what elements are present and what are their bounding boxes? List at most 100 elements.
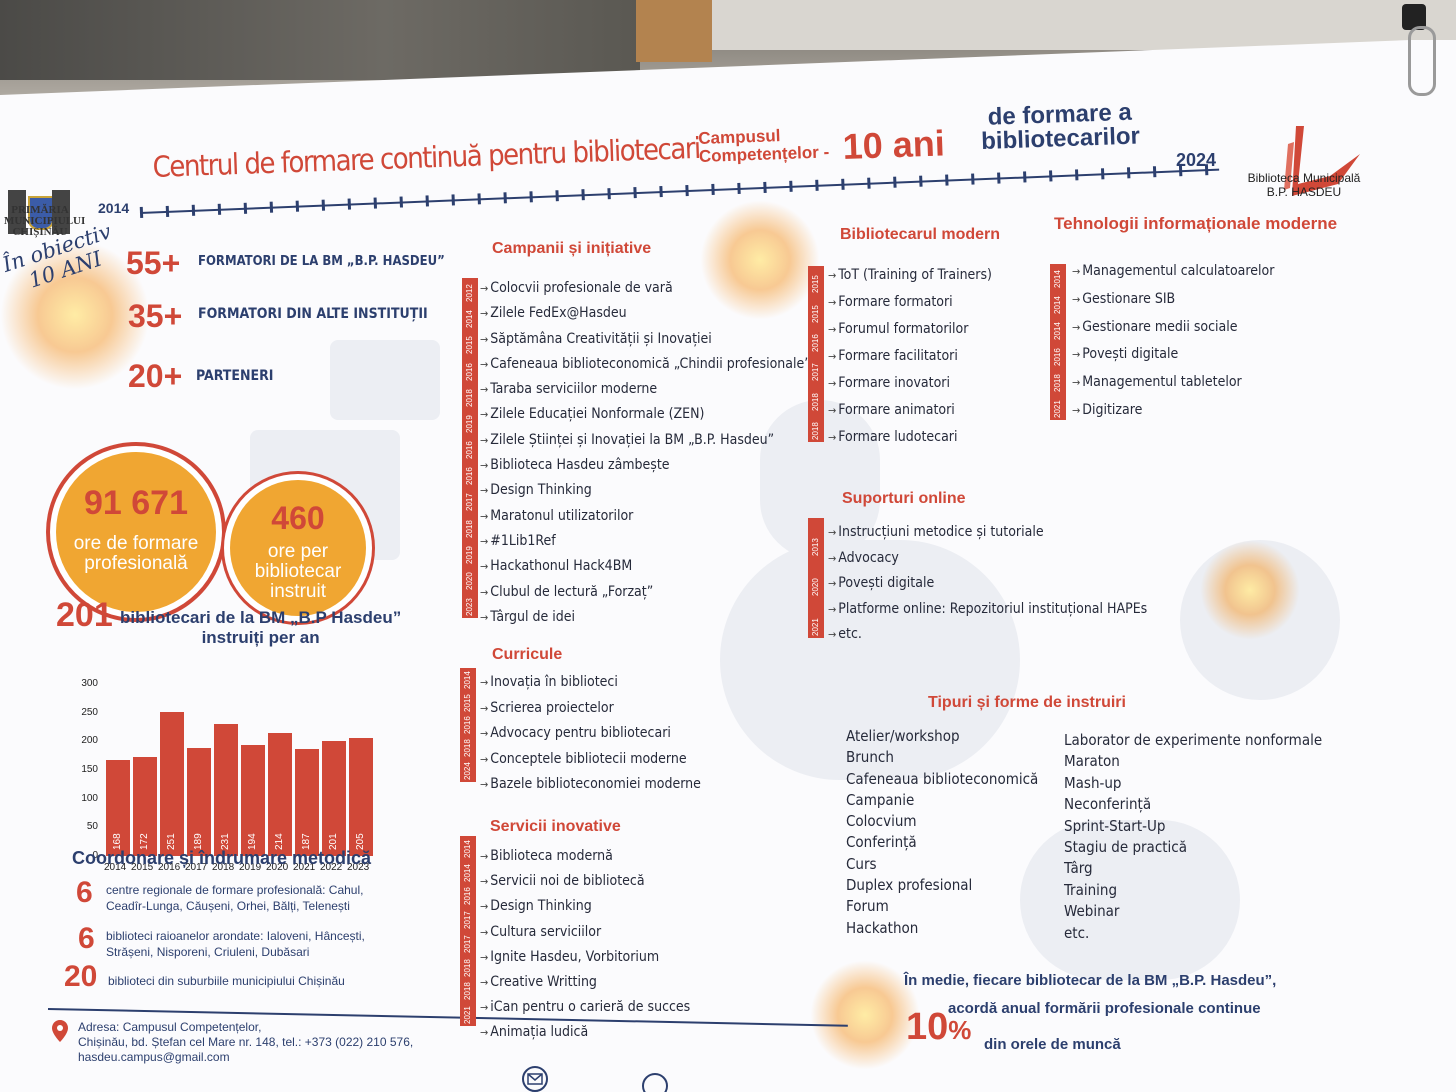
timeline-tick: [347, 198, 352, 210]
timeline-tick: [685, 184, 689, 197]
timeline-tick: [503, 192, 507, 204]
timeline-tick: [451, 194, 455, 206]
bar: [133, 757, 157, 856]
campanii-item: #1Lib1Ref: [480, 529, 811, 554]
hours-circle: 91 671 ore de formare profesională: [56, 452, 216, 612]
ten-years-label: 10 ani: [842, 122, 946, 167]
x-tick-label: 2018: [212, 862, 235, 873]
suporturi-item: Platforme online: Repozitoriul instituți…: [828, 597, 1147, 623]
x-tick-label: 2021: [293, 862, 316, 873]
servicii-item: Ignite Hasdeu, Vorbitorium: [480, 945, 690, 970]
x-tick-label: 2019: [239, 862, 262, 873]
y-tick-label: 100: [81, 792, 98, 804]
watermark-monitor: [330, 340, 440, 420]
trained-label: bibliotecari de la BM „B.P Hasdeu” instr…: [120, 608, 402, 647]
year-label: 2024: [463, 762, 472, 780]
year-label: 2016: [465, 362, 474, 381]
year-label: 2015: [811, 275, 820, 294]
suporturi-item: Povești digitale: [828, 571, 1147, 597]
tipuri-item: Webinar: [1064, 902, 1120, 921]
bibliotecarul-list: ToT (Training of Trainers)Formare format…: [828, 262, 992, 451]
year-label: 2021: [1053, 400, 1062, 418]
year-label: 2014: [463, 839, 472, 858]
tipuri-item: Neconferință: [1064, 795, 1152, 814]
background-shelf: [0, 0, 640, 80]
tipuri-item: Mash-up: [1064, 773, 1122, 792]
timeline-tick: [581, 189, 585, 201]
y-tick-label: 250: [81, 706, 98, 718]
timeline-tick: [269, 201, 274, 213]
curricule-item: Conceptele bibliotecii moderne: [480, 747, 701, 773]
primaria-name: PRIMĂRIA MUNICIPIULUI CHIȘINĂU: [4, 204, 86, 238]
campanii-years-ribbon: 2012 2014 2015 2016 2018 2019 2016 2016 2017 2018…: [462, 278, 478, 618]
tipuri-item: Forum: [846, 897, 889, 916]
tipuri-item: Hackathon: [846, 918, 919, 937]
timeline-tick: [243, 202, 248, 214]
timeline-tick: [321, 199, 326, 211]
footer-note-line3: din orele de muncă: [984, 1036, 1121, 1053]
y-tick-label: 0: [92, 850, 98, 861]
tehnologii-item: Managementul calculatoarelor: [1072, 258, 1274, 286]
address-text: Adresa: Campusul Competențelor, Chișinău…: [78, 1020, 414, 1064]
footer-note-line2: acordă anual formării profesionale conti…: [948, 1000, 1261, 1017]
servicii-item: iCan pentru o carieră de succes: [480, 995, 690, 1020]
poster: PRIMĂRIA MUNICIPIULUI CHIȘINĂU Centrul d…: [0, 40, 1456, 1092]
timeline-start-year: 2014: [98, 200, 130, 216]
bibliotecarul-item: ToT (Training of Trainers): [828, 262, 992, 289]
servicii-item: Servicii noi de bibliotecă: [480, 869, 690, 894]
trained-bar-chart: 300 250 200 150 100 50 0 168 2014 172 2015 251 2016 1…: [70, 640, 390, 873]
curricule-list: Inovația în biblioteciScrierea proiectel…: [480, 670, 701, 798]
x-tick-label: 2017: [185, 862, 208, 873]
glow-decoration: [810, 960, 920, 1070]
year-label: 2018: [811, 392, 820, 411]
campanii-item: Zilele FedEx@Hasdeu: [480, 301, 811, 326]
year-label: 2017: [465, 493, 474, 512]
timeline-tick: [711, 183, 715, 196]
timeline-tick: [399, 196, 403, 208]
bm-hasdeu-logo-icon: [1284, 126, 1360, 196]
servicii-item: Creative Writting: [480, 970, 690, 995]
year-label: 2021: [463, 1006, 472, 1024]
servicii-item: Biblioteca modernă: [480, 844, 690, 869]
stat-value: 35+: [128, 298, 183, 334]
year-label: 2016: [463, 716, 472, 735]
suporturi-years-ribbon: 2013 2020 2021: [808, 518, 824, 638]
background-wood-post: [636, 0, 712, 62]
tipuri-column-1: Atelier/workshop Brunch Cafeneaua bibliote…: [846, 726, 1038, 939]
year-label: 2014: [465, 310, 474, 329]
tehnologii-years-ribbon: 2014 2014 2014 2016 2018 2021: [1050, 264, 1066, 420]
bar: [241, 744, 265, 856]
background-wall-right: [712, 0, 1456, 50]
timeline-tick: [867, 177, 871, 189]
year-label: 2015: [465, 336, 474, 355]
curricule-item: Inovația în biblioteci: [480, 670, 701, 696]
footer-note-percent: 10%: [906, 1006, 972, 1048]
coordination-number: 20: [64, 960, 98, 993]
year-label: 2014: [463, 863, 472, 882]
servicii-title: Servicii inovative: [490, 818, 621, 835]
trained-value: 201: [56, 596, 113, 634]
tehnologii-item: Gestionare medii sociale: [1072, 314, 1274, 342]
year-label: 2012: [465, 284, 474, 303]
campanii-list: Colocvii profesionale de varăZilele FedE…: [480, 276, 811, 630]
campanii-item: Maratonul utilizatorilor: [480, 504, 811, 529]
bibliotecarul-item: Formare facilitatori: [828, 343, 992, 370]
timeline-tick: [997, 172, 1001, 184]
campanii-item: Cafeneaua biblioteconomică „Chindii prof…: [480, 352, 810, 377]
servicii-list: Biblioteca modernăServicii noi de biblio…: [480, 844, 690, 1046]
suporturi-item: etc.: [828, 622, 1147, 648]
timeline-tick: [191, 204, 196, 216]
timeline-tick: [1178, 165, 1183, 177]
year-label: 2013: [811, 538, 820, 556]
timeline-tick: [477, 193, 481, 205]
year-label: 2018: [463, 982, 472, 1001]
timeline-tick: [1049, 170, 1053, 182]
tipuri-item: Curs: [846, 854, 877, 873]
year-label: 2018: [463, 958, 472, 977]
hours-per-librarian-label: ore per bibliotecar instruit: [254, 541, 342, 602]
timeline-tick: [555, 190, 559, 202]
x-tick-label: 2014: [104, 862, 127, 873]
timeline-tick: [919, 175, 923, 187]
timeline-tick: [1075, 169, 1079, 181]
bibliotecarul-years-ribbon: 2015 2015 2016 2017 2018 2018: [808, 266, 824, 442]
